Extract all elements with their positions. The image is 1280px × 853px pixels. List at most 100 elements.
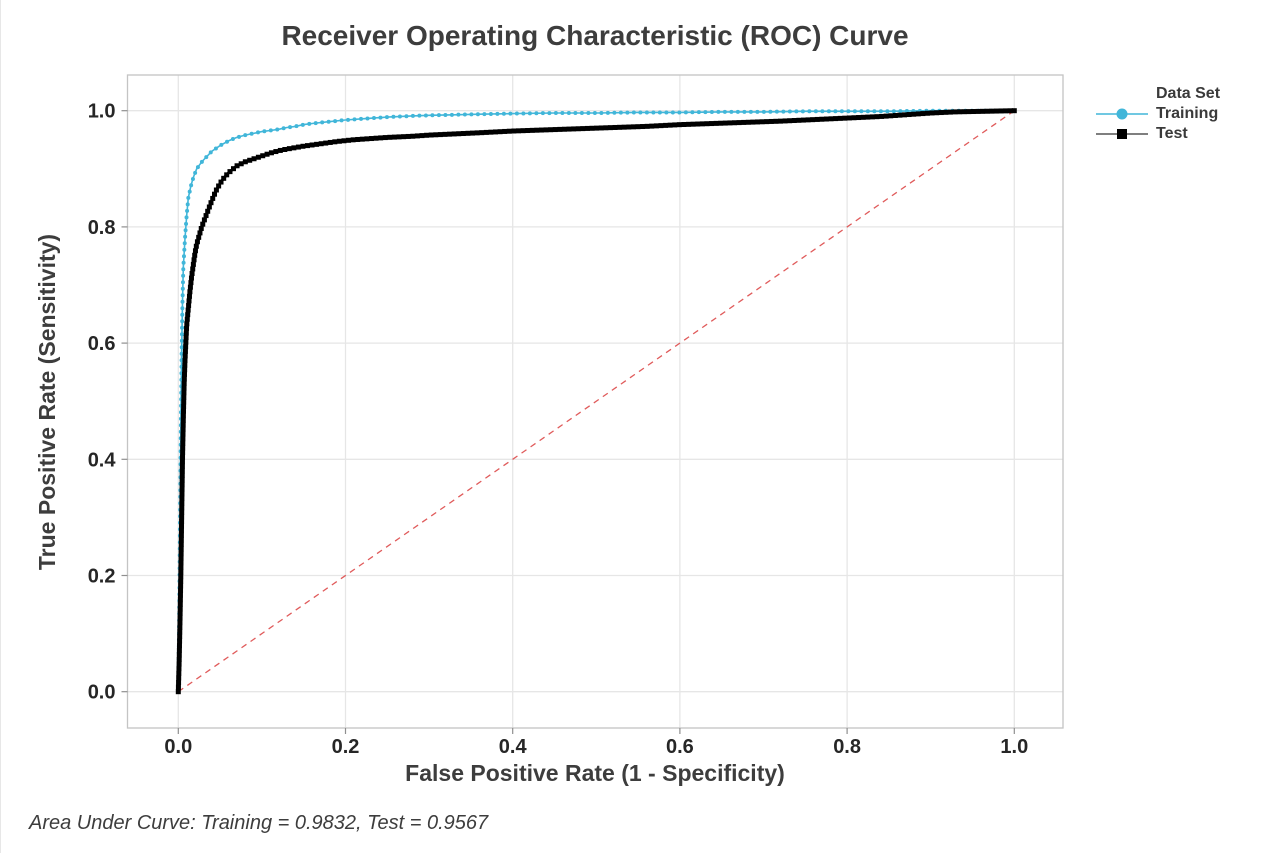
test-data-point [589, 125, 595, 131]
test-data-point [538, 127, 544, 133]
training-data-point [181, 267, 186, 272]
test-data-point [178, 565, 184, 571]
test-data-point [975, 108, 981, 114]
training-data-point [488, 111, 493, 116]
test-data-point [179, 459, 185, 465]
training-data-point [391, 114, 396, 119]
training-data-point [417, 113, 422, 118]
training-data-point [761, 109, 766, 114]
test-data-point [474, 130, 480, 136]
test-data-point [194, 239, 200, 245]
test-data-point [286, 146, 292, 152]
chart-title: Receiver Operating Characteristic (ROC) … [281, 20, 909, 51]
test-data-point [177, 611, 183, 617]
test-data-point [584, 125, 590, 131]
test-data-point [906, 112, 912, 118]
training-data-point [181, 260, 186, 265]
training-data-point [190, 176, 195, 181]
test-data-point [264, 151, 270, 157]
test-data-point [179, 500, 185, 506]
test-data-point [842, 115, 848, 121]
test-data-point [180, 436, 186, 442]
training-data-point [255, 130, 260, 135]
test-data-point [364, 136, 370, 142]
training-data-point [219, 142, 224, 147]
test-data-point [180, 454, 186, 460]
test-data-point [260, 153, 266, 159]
training-data-point [182, 241, 187, 246]
training-data-point [508, 111, 513, 116]
training-data-point [262, 129, 267, 134]
test-data-point [177, 638, 183, 644]
training-data-point [180, 325, 185, 330]
training-data-point [514, 111, 519, 116]
training-data-point [189, 183, 194, 188]
training-data-point [384, 115, 389, 120]
training-data-point [179, 351, 184, 356]
training-data-point [179, 332, 184, 337]
training-data-point [703, 110, 708, 115]
test-data-point [823, 116, 829, 122]
test-data-point [773, 118, 779, 124]
test-data-point [180, 431, 186, 437]
test-data-point [543, 127, 549, 133]
test-data-point [318, 141, 324, 147]
test-data-point [966, 109, 972, 115]
test-data-point [911, 111, 917, 117]
test-data-point [346, 137, 352, 143]
test-data-point [525, 128, 531, 134]
test-data-point [506, 128, 512, 134]
training-data-point [748, 109, 753, 114]
test-data-point [178, 551, 184, 557]
training-data-point [865, 109, 870, 114]
test-data-point [213, 187, 219, 193]
test-data-point [182, 367, 188, 373]
test-data-point [247, 157, 253, 163]
training-data-point [501, 111, 506, 116]
test-data-point [837, 115, 843, 121]
test-data-point [177, 634, 183, 640]
training-data-point [180, 299, 185, 304]
test-data-point [686, 121, 692, 127]
y-tick-label: 0.4 [88, 449, 117, 471]
training-data-point [625, 110, 630, 115]
test-data-point [177, 629, 183, 635]
test-data-point [177, 601, 183, 607]
test-data-point [929, 110, 935, 116]
training-data-point [185, 208, 190, 213]
legend-item-training: Training [1094, 104, 1220, 124]
test-data-point [396, 134, 402, 140]
test-data-point [594, 125, 600, 131]
test-data-point [181, 399, 187, 405]
training-data-point [179, 338, 184, 343]
training-data-point [404, 114, 409, 119]
test-data-point [327, 139, 333, 145]
training-data-point [826, 109, 831, 114]
test-data-point [718, 120, 724, 126]
x-tick-label: 1.0 [1000, 736, 1028, 758]
test-data-point [178, 537, 184, 543]
test-data-point [580, 126, 586, 132]
test-square-marker-icon [1096, 129, 1148, 139]
test-data-point [178, 546, 184, 552]
x-tick-label: 0.8 [833, 736, 861, 758]
test-data-point [176, 643, 182, 649]
test-data-point [515, 128, 521, 134]
training-data-point [683, 110, 688, 115]
training-data-point [230, 137, 235, 142]
test-data-point [177, 615, 183, 621]
training-data-point [449, 112, 454, 117]
training-data-point [592, 111, 597, 116]
test-data-point [178, 583, 184, 589]
test-data-point [851, 115, 857, 121]
test-data-point [251, 156, 257, 162]
test-data-point [470, 130, 476, 136]
test-data-point [368, 136, 374, 142]
test-data-point [180, 450, 186, 456]
x-axis-title: False Positive Rate (1 - Specificity) [405, 760, 785, 786]
test-data-point [203, 213, 209, 219]
legend: Data Set Training Test [1094, 84, 1220, 144]
test-data-point [635, 124, 641, 130]
training-data-point [651, 110, 656, 115]
